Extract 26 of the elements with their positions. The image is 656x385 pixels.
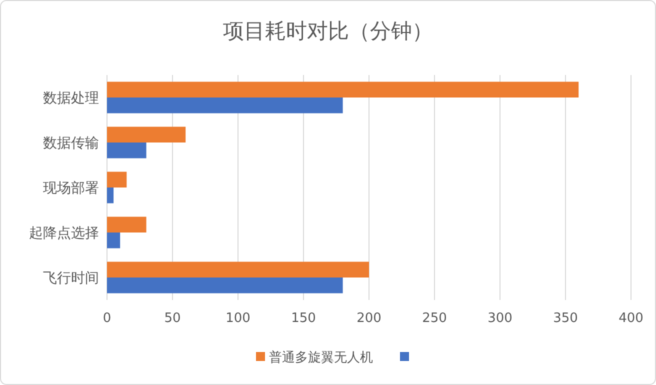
bar (107, 188, 114, 204)
bar (107, 262, 369, 278)
y-tick-label: 起降点选择 (29, 225, 99, 242)
bar (107, 232, 120, 248)
y-tick-label: 现场部署 (43, 180, 99, 196)
chart-title: 项目耗时对比（分钟） (223, 19, 433, 43)
bar (107, 278, 343, 294)
x-tick-label: 150 (291, 311, 316, 326)
x-tick-label: 250 (422, 311, 447, 326)
x-tick-label: 0 (102, 311, 112, 326)
bar (107, 172, 127, 188)
bar (107, 98, 343, 114)
x-tick-label: 200 (356, 311, 382, 326)
x-tick-label: 50 (164, 311, 181, 326)
y-tick-label: 飞行时间 (43, 270, 99, 286)
bar (107, 126, 186, 142)
bar (107, 216, 146, 232)
legend-label: 普通多旋翼无人机 (269, 350, 373, 366)
bar (107, 82, 579, 98)
y-tick-label: 数据处理 (43, 90, 99, 106)
x-tick-label: 400 (618, 311, 644, 326)
x-tick-label: 300 (488, 311, 512, 326)
y-tick-label: 数据传输 (43, 135, 99, 152)
bar (107, 142, 146, 158)
x-tick-label: 350 (553, 311, 578, 326)
x-tick-label: 100 (226, 311, 250, 326)
